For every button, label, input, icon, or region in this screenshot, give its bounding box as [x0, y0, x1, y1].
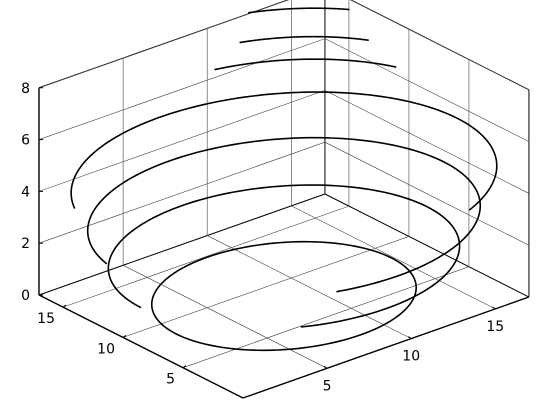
x-tick-label: 5: [323, 378, 332, 394]
x-tick-mark: [323, 365, 328, 369]
top-edge: [349, 0, 530, 91]
y-tick-label: 10: [97, 341, 115, 357]
grid-line: [122, 265, 328, 369]
contour-line-5: [239, 35, 369, 44]
x-tick-mark: [492, 306, 496, 310]
grid-line: [38, 141, 326, 244]
contour-line-2: [86, 136, 482, 293]
x-tick-mark: [407, 336, 412, 340]
grid-line: [38, 38, 326, 140]
x-tick-label: 10: [402, 349, 420, 365]
contour-line-3: [70, 91, 498, 211]
floor-edge: [38, 193, 326, 296]
y-tick-mark: [122, 334, 127, 338]
grid-line: [122, 236, 410, 338]
grid-line: [38, 0, 289, 89]
grid-line: [324, 38, 530, 142]
top-edge: [38, 0, 290, 89]
floor-edge: [324, 193, 530, 298]
tick-labels: 0 2 4 6 8 5 10 15 5 10 15: [21, 81, 504, 395]
z-tick-label: 4: [21, 184, 30, 200]
grid-lines: [38, 0, 530, 369]
contour-line-6: [248, 7, 350, 14]
contour-line-1: [107, 184, 461, 328]
contour-line-4: [214, 58, 397, 71]
z-tick-label: 2: [21, 236, 30, 252]
grid-line: [62, 205, 350, 308]
y-tick-mark: [62, 304, 67, 308]
y-tick-label: 15: [37, 311, 55, 327]
grid-line: [350, 0, 530, 91]
contour-series: [70, 7, 498, 352]
y-tick-mark: [182, 365, 187, 369]
z-tick-label: 0: [21, 288, 30, 304]
z-tick-label: 6: [21, 133, 30, 149]
y-tick-label: 5: [166, 372, 175, 388]
x-axis-line: [242, 296, 530, 399]
x-tick-label: 15: [486, 319, 504, 335]
grid-line: [207, 235, 412, 339]
grid-line: [182, 266, 470, 368]
contour-line-0: [150, 240, 418, 352]
grid-line: [38, 90, 326, 192]
z-tick-label: 8: [21, 81, 30, 97]
y-axis-line: [38, 294, 244, 399]
grid-line: [324, 141, 530, 246]
grid-line: [291, 205, 496, 310]
